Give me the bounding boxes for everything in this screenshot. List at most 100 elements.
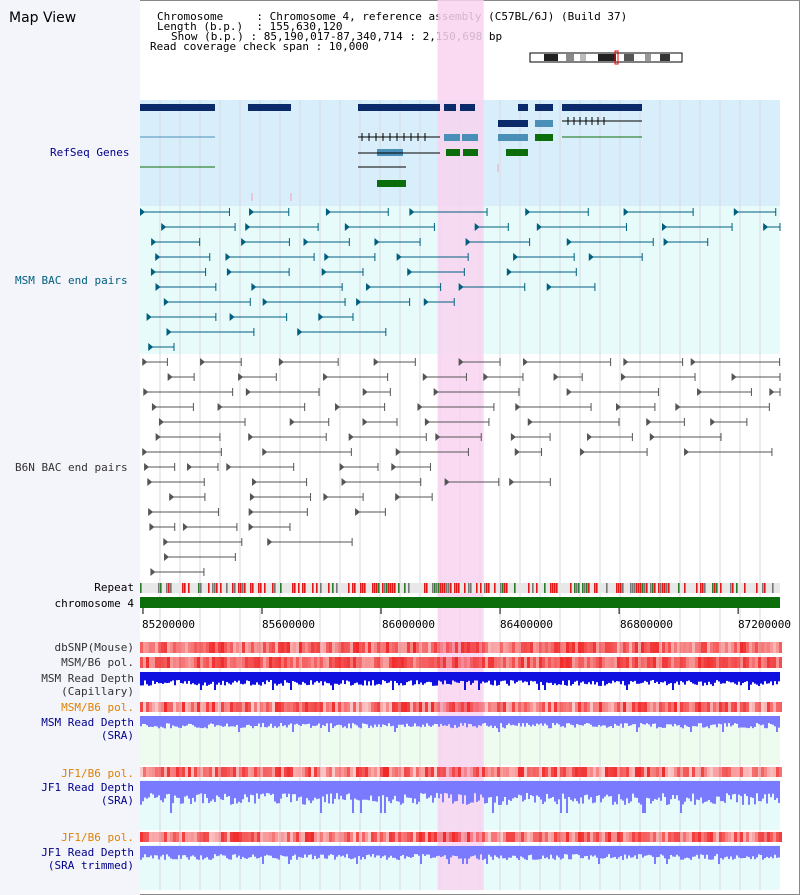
- depth-bar: [584, 672, 586, 684]
- heat-cell: [323, 657, 326, 668]
- depth-bar: [304, 846, 306, 855]
- heat-cell: [392, 702, 395, 712]
- repeat-mark: [654, 583, 656, 593]
- depth-bar: [360, 672, 362, 685]
- depth-bar: [702, 672, 704, 686]
- heat-cell: [377, 832, 380, 842]
- track-label-jf1-depth-trim[interactable]: JF1 Read Depth: [41, 846, 134, 859]
- depth-bar: [714, 781, 716, 804]
- depth-bar: [386, 716, 388, 727]
- heat-cell: [146, 702, 149, 712]
- depth-bar: [762, 672, 764, 685]
- depth-bar: [210, 672, 212, 684]
- heat-cell: [560, 642, 563, 653]
- track-label-msm-depth-sra[interactable]: MSM Read Depth: [41, 716, 134, 729]
- depth-bar: [306, 781, 308, 799]
- heat-cell: [371, 832, 374, 842]
- jf1-b6-pol-trim-heat: [140, 832, 782, 842]
- heat-cell: [221, 767, 224, 777]
- track-label-jf1-depth-sra[interactable]: JF1 Read Depth: [41, 781, 134, 794]
- track-label-refseq[interactable]: RefSeq Genes: [50, 146, 130, 159]
- depth-bar: [336, 781, 338, 794]
- heat-cell: [530, 642, 533, 653]
- depth-bar: [182, 716, 184, 726]
- heat-cell: [563, 702, 566, 712]
- depth-bar: [296, 672, 298, 683]
- heat-cell: [524, 832, 527, 842]
- depth-bar: [636, 672, 638, 684]
- heat-cell: [470, 642, 473, 653]
- bac-end-arrow: [148, 508, 154, 516]
- depth-bar: [432, 716, 434, 726]
- track-label-chromosome[interactable]: chromosome 4: [54, 597, 134, 610]
- bac-end-arrow: [143, 388, 149, 396]
- depth-bar: [416, 846, 418, 855]
- heat-cell: [563, 767, 566, 777]
- heat-cell: [638, 657, 641, 668]
- heat-cell: [269, 657, 272, 668]
- heat-cell: [698, 832, 701, 842]
- heat-cell: [383, 767, 386, 777]
- depth-bar: [300, 716, 302, 727]
- depth-bar: [418, 781, 420, 802]
- depth-bar: [250, 781, 252, 795]
- repeat-mark: [364, 583, 366, 593]
- depth-bar: [718, 846, 720, 864]
- depth-bar: [162, 846, 164, 855]
- heat-cell: [605, 642, 608, 653]
- heat-cell: [278, 702, 281, 712]
- heat-cell: [554, 832, 557, 842]
- depth-bar: [516, 781, 518, 799]
- heat-cell: [209, 702, 212, 712]
- track-label-msm-b6-pol[interactable]: MSM/B6 pol.: [61, 656, 134, 669]
- track-label-b6n-bac[interactable]: B6N BAC end pairs: [15, 461, 128, 474]
- repeat-mark: [662, 583, 664, 593]
- repeat-mark: [378, 583, 380, 593]
- depth-bar: [692, 781, 694, 794]
- track-label-repeat[interactable]: Repeat: [94, 581, 134, 594]
- depth-bar: [166, 846, 168, 855]
- depth-bar: [662, 781, 664, 794]
- heat-cell: [419, 642, 422, 653]
- heat-cell: [299, 642, 302, 653]
- track-label-jf1-b6-pol-trim[interactable]: JF1/B6 pol.: [61, 831, 134, 844]
- track-label-jf1-b6-pol[interactable]: JF1/B6 pol.: [61, 767, 134, 780]
- track-label-dbsnp[interactable]: dbSNP(Mouse): [54, 641, 134, 654]
- depth-bar: [198, 846, 200, 860]
- depth-bar: [174, 781, 176, 796]
- heat-cell: [749, 832, 752, 842]
- heat-cell: [608, 767, 611, 777]
- heat-cell: [569, 642, 572, 653]
- depth-bar: [562, 781, 564, 794]
- track-label-msm-depth-capillary[interactable]: MSM Read Depth: [41, 672, 134, 685]
- heat-cell: [644, 702, 647, 712]
- heat-cell: [404, 832, 407, 842]
- depth-bar: [612, 672, 614, 681]
- heat-cell: [617, 642, 620, 653]
- heat-cell: [773, 657, 776, 668]
- heat-cell: [179, 702, 182, 712]
- heat-cell: [761, 832, 764, 842]
- heat-cell: [635, 767, 638, 777]
- depth-bar: [658, 716, 660, 728]
- heat-cell: [656, 702, 659, 712]
- heat-cell: [500, 832, 503, 842]
- bac-end-arrow: [150, 268, 156, 276]
- heat-cell: [515, 832, 518, 842]
- track-label-msm-bac[interactable]: MSM BAC end pairs: [15, 274, 128, 287]
- heat-cell: [257, 702, 260, 712]
- depth-bar: [736, 781, 738, 803]
- heat-cell: [323, 767, 326, 777]
- depth-bar: [514, 716, 516, 726]
- heat-cell: [710, 832, 713, 842]
- heat-cell: [509, 832, 512, 842]
- bac-end-arrow: [325, 208, 331, 216]
- heat-cell: [692, 832, 695, 842]
- depth-bar: [486, 781, 488, 804]
- heat-cell: [434, 657, 437, 668]
- heat-cell: [158, 642, 161, 653]
- track-label-msm-b6-pol-sra[interactable]: MSM/B6 pol.: [61, 701, 134, 714]
- depth-bar: [634, 846, 636, 856]
- heat-cell: [245, 702, 248, 712]
